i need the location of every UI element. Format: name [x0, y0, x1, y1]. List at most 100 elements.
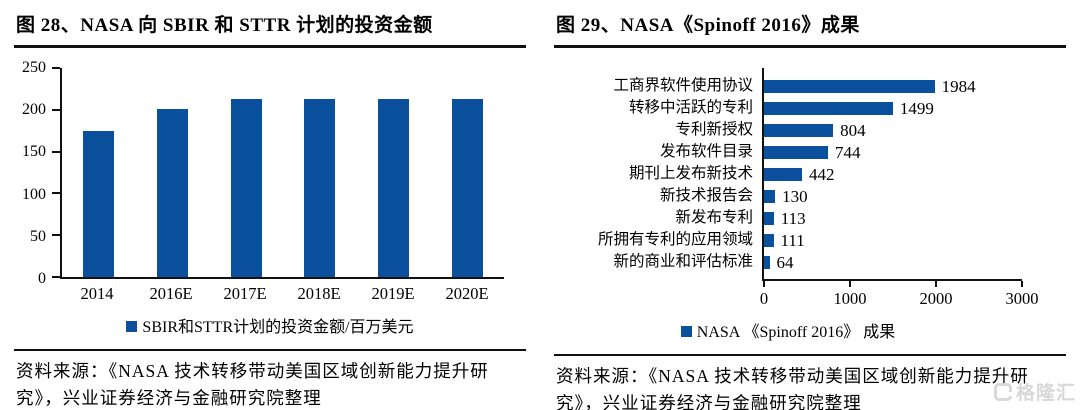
- source-note: 资料来源：《NASA 技术转移带动美国区域创新能力提升研究》，兴业证券经济与金融…: [556, 366, 1029, 410]
- bar-value-label: 1984: [941, 76, 976, 96]
- x-tick-mark: [849, 281, 851, 287]
- bar-row: 1499: [764, 97, 1022, 119]
- x-tick-mark: [763, 281, 765, 287]
- sbir-sttr-bar-chart: 0 50 100 150 200 250 2014 2016E 2017E 2018E 2019E…: [14, 60, 526, 337]
- x-tick-mark: [1021, 281, 1023, 287]
- bar-column: [62, 68, 136, 277]
- bar: [764, 79, 935, 93]
- x-tick-label: 2000: [919, 289, 953, 308]
- bar: [764, 145, 828, 159]
- chart-body: 0 50 100 150 200 250: [14, 60, 526, 287]
- bar-value-label: 1499: [899, 98, 934, 118]
- source-note: 资料来源：《NASA 技术转移带动美国区域创新能力提升研究》，兴业证券经济与金融…: [16, 361, 489, 408]
- bar-row: 804: [764, 119, 1022, 141]
- bar-value-label: 442: [809, 164, 835, 184]
- bar: [764, 189, 776, 203]
- bar: [304, 98, 336, 277]
- category-label: 专利新授权: [675, 121, 753, 138]
- category-labels: 工商界软件使用协议转移中活跃的专利专利新授权发布软件目录期刊上发布新技术新技术报…: [554, 68, 762, 281]
- y-tick-mark: [52, 67, 60, 69]
- bar: [764, 255, 770, 269]
- gelonghui-watermark: 格隆汇: [993, 378, 1076, 405]
- y-tick-mark: [52, 150, 60, 153]
- category-label: 转移中活跃的专利: [628, 99, 753, 116]
- y-axis: 0 50 100 150 200 250: [14, 60, 60, 287]
- bar-row: 111: [764, 229, 1022, 251]
- bar-row: 1984: [764, 75, 1022, 97]
- bar: [764, 101, 893, 115]
- y-tick-label: 50: [30, 227, 46, 245]
- x-axis: 0 1000 2000 3000: [760, 281, 1039, 309]
- chart-body: 工商界软件使用协议转移中活跃的专利专利新授权发布软件目录期刊上发布新技术新技术报…: [554, 68, 1022, 281]
- plot-area: [52, 67, 504, 279]
- bar-column: [430, 68, 504, 277]
- bar-column: [283, 68, 357, 277]
- legend: NASA 《Spinoff 2016》 成果: [554, 318, 1022, 342]
- category-label: 发布软件目录: [659, 143, 753, 160]
- y-tick-label: 250: [22, 59, 46, 76]
- figure-29-panel: 图 29、NASA《Spinoff 2016》成果 工商界软件使用协议转移中活跃…: [540, 0, 1080, 410]
- bar-row: 442: [764, 163, 1022, 185]
- y-tick-mark: [52, 276, 60, 278]
- category-label: 期刊上发布新技术: [628, 165, 753, 182]
- bar: [83, 130, 115, 277]
- source-divider: [554, 354, 1066, 356]
- x-axis-labels: 2014 2016E 2017E 2018E 2019E 2020E: [60, 284, 504, 304]
- watermark-label: 格隆汇: [1015, 383, 1076, 404]
- legend-swatch: [126, 321, 138, 332]
- bar-value-label: 111: [780, 230, 805, 250]
- category-label: 所拥有专利的应用领域: [597, 231, 753, 248]
- bar-value-label: 804: [840, 120, 866, 140]
- y-tick-mark: [52, 234, 60, 237]
- x-tick-label: 2014: [80, 284, 114, 303]
- legend-label: SBIR和STTR计划的投资金额/百万美元: [142, 319, 414, 336]
- figure-28-panel: 图 28、NASA 向 SBIR 和 STTR 计划的投资金额 0 50 100 15…: [14, 15, 526, 408]
- category-label: 工商界软件使用协议: [613, 77, 753, 94]
- bar-value-label: 130: [782, 186, 808, 206]
- plot-area: 1984 1499 804 744 442 130 113 111 64: [762, 68, 1022, 281]
- x-tick-label: 2018E: [297, 284, 341, 303]
- bar-column: [136, 68, 210, 277]
- x-tick-label: 3000: [1005, 289, 1039, 308]
- x-tick-label: 2020E: [445, 284, 489, 303]
- y-tick-mark: [52, 108, 60, 111]
- source-divider: [14, 349, 526, 351]
- x-tick-label: 2016E: [149, 284, 193, 303]
- x-tick-label: 2017E: [223, 284, 267, 303]
- x-tick-label: 0: [759, 289, 769, 308]
- bar-row: 113: [764, 207, 1022, 229]
- bar: [764, 167, 802, 181]
- bar: [230, 98, 262, 277]
- figure-29-title: 图 29、NASA《Spinoff 2016》成果: [556, 15, 860, 36]
- bar-value-label: 113: [780, 208, 806, 228]
- title-divider: [554, 45, 1066, 48]
- bar-row: 744: [764, 141, 1022, 163]
- y-tick-label: 100: [22, 185, 46, 203]
- bar-row: 64: [764, 251, 1022, 273]
- bar-columns: [62, 68, 504, 277]
- bar-column: [209, 68, 283, 277]
- x-tick-label: 2019E: [371, 284, 415, 303]
- y-tick-mark: [52, 192, 60, 195]
- bar-column: [357, 68, 431, 277]
- y-tick-label: 0: [38, 270, 46, 287]
- category-label: 新技术报告会: [659, 187, 753, 204]
- bar: [764, 233, 774, 247]
- y-tick-label: 200: [22, 101, 46, 119]
- x-tick-label: 1000: [833, 289, 867, 308]
- legend-swatch: [680, 326, 692, 337]
- bar-value-label: 744: [834, 142, 861, 162]
- x-tick-mark: [935, 281, 937, 287]
- title-divider: [14, 45, 526, 48]
- bar: [157, 108, 188, 277]
- spinoff-bar-chart: 工商界软件使用协议转移中活跃的专利专利新授权发布软件目录期刊上发布新技术新技术报…: [554, 68, 1066, 342]
- legend-label: NASA 《Spinoff 2016》 成果: [696, 324, 896, 341]
- bar-value-label: 64: [776, 252, 794, 272]
- bar: [764, 211, 774, 225]
- category-label: 新发布专利: [675, 209, 753, 226]
- bar-row: 130: [764, 185, 1022, 207]
- bar: [451, 98, 483, 277]
- bar: [764, 123, 834, 137]
- category-label: 新的商业和评估标准: [613, 253, 753, 270]
